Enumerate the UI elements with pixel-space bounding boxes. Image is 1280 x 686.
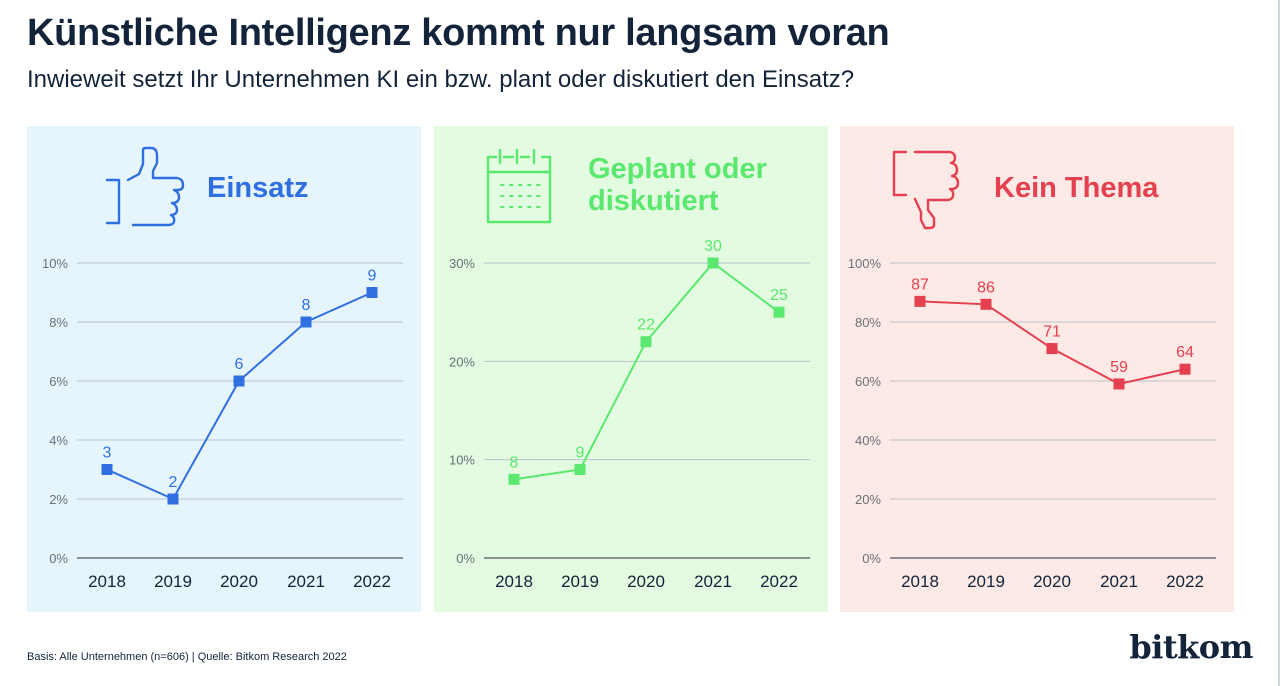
data-point <box>300 316 312 328</box>
data-labels: 8 9 22 30 25 <box>510 238 788 471</box>
chart-geplant: 0% 10% 20% 30% 2018 2019 2020 2021 2022 8 9 22 30 2… <box>434 126 828 612</box>
data-point <box>1046 343 1058 355</box>
data-label: 6 <box>235 356 244 373</box>
data-point <box>1179 363 1191 375</box>
data-label: 8 <box>510 454 519 471</box>
y-axis: 0% 20% 40% 60% 80% 100% <box>848 256 882 566</box>
x-tick-label: 2020 <box>220 572 258 591</box>
x-tick-label: 2019 <box>967 572 1005 591</box>
data-label: 9 <box>368 268 377 285</box>
data-labels: 3 2 6 8 9 <box>103 268 377 492</box>
bitkom-logo: bitkom <box>1129 628 1253 666</box>
chart-einsatz: 0% 2% 4% 6% 8% 10% 2018 2019 2020 2021 2022 3 2 6 8 9 <box>27 126 421 612</box>
chart-kein-thema: 0%20%40%60%80%100% 2018 2019 2020 2021 2022 … <box>840 126 1234 612</box>
y-tick-label: 6% <box>49 374 68 389</box>
data-markers <box>508 257 785 485</box>
data-point <box>233 375 245 387</box>
thumbs-up-icon <box>105 146 185 227</box>
panel-title-text: Einsatz <box>207 172 309 204</box>
x-tick-label: 2018 <box>901 572 939 591</box>
y-tick-label: 0% <box>456 551 475 566</box>
data-markers <box>101 287 378 505</box>
thumbs-down-icon <box>892 150 960 230</box>
panel-title-text: Kein Thema <box>994 172 1159 204</box>
chart-panel-geplant: 0% 10% 20% 30% 2018 2019 2020 2021 2022 8 9 22 30 2… <box>434 126 828 612</box>
data-markers <box>914 295 1191 390</box>
y-tick-label: 0% <box>862 551 881 566</box>
y-tick-label: 20% <box>855 492 881 507</box>
x-tick-label: 2022 <box>760 572 798 591</box>
grid <box>890 262 1216 559</box>
data-label: 64 <box>1176 344 1194 361</box>
y-axis: 0% 10% 20% 30% <box>449 256 475 566</box>
y-tick-label: 40% <box>855 433 881 448</box>
y-tick-label: 0% <box>49 551 68 566</box>
x-tick-label: 2020 <box>627 572 665 591</box>
y-tick-label: 80% <box>855 315 881 330</box>
x-tick-label: 2018 <box>495 572 533 591</box>
data-label: 3 <box>103 445 112 462</box>
data-label: 71 <box>1043 324 1061 341</box>
y-tick-label: 100% <box>848 256 882 271</box>
y-tick-label: 20% <box>449 354 475 369</box>
y-tick-label: 8% <box>49 315 68 330</box>
grid <box>484 262 810 559</box>
x-tick-label: 2018 <box>88 572 126 591</box>
source-footnote: Basis: Alle Unternehmen (n=606) | Quelle… <box>27 651 347 663</box>
x-tick-label: 2022 <box>353 572 391 591</box>
panel-title: Einsatz <box>207 172 309 204</box>
data-point <box>914 295 926 307</box>
x-tick-label: 2021 <box>1100 572 1138 591</box>
x-axis: 2018 2019 2020 2021 2022 <box>495 572 798 591</box>
panel-title-line-2: diskutiert <box>588 185 719 217</box>
x-tick-label: 2020 <box>1033 572 1071 591</box>
panel-background <box>27 126 421 612</box>
panel-title: Geplant oder diskutiert <box>588 153 767 217</box>
y-tick-label: 30% <box>449 256 475 271</box>
frame-border <box>1278 0 1280 686</box>
data-label: 22 <box>637 317 655 334</box>
data-label: 25 <box>770 287 788 304</box>
x-tick-label: 2021 <box>287 572 325 591</box>
panel-title-line-1: Geplant oder <box>588 153 767 185</box>
x-tick-label: 2022 <box>1166 572 1204 591</box>
data-point <box>980 298 992 310</box>
y-tick-label: 10% <box>42 256 68 271</box>
data-label: 30 <box>704 238 722 255</box>
panel-background <box>840 126 1234 612</box>
data-labels: 87 86 71 59 64 <box>911 276 1194 376</box>
data-label: 59 <box>1110 359 1128 376</box>
x-axis: 2018 2019 2020 2021 2022 <box>901 572 1204 591</box>
data-point <box>773 306 785 318</box>
chart-panel-kein-thema: 0% 20% 40% 60% 80% 100% 2018 2019 2020 2021 2022 … <box>840 126 1234 612</box>
x-tick-label: 2019 <box>561 572 599 591</box>
data-label: 2 <box>169 474 178 491</box>
data-label: 8 <box>302 297 311 314</box>
data-point <box>101 464 113 475</box>
data-label: 87 <box>911 276 929 293</box>
data-point <box>707 257 719 269</box>
data-label: 86 <box>977 279 995 296</box>
page-subtitle: Inwieweit setzt Ihr Unternehmen KI ein b… <box>27 66 855 93</box>
x-tick-label: 2019 <box>154 572 192 591</box>
calendar-icon <box>486 148 552 224</box>
y-tick-label: 60% <box>855 374 881 389</box>
page-title: Künstliche Intelligenz kommt nur langsam… <box>27 12 890 54</box>
y-tick-label: 4% <box>49 433 68 448</box>
data-point <box>574 464 586 475</box>
y-axis: 0% 2% 4% 6% 8% 10% <box>42 256 68 566</box>
data-point <box>508 473 520 485</box>
data-point <box>366 287 378 298</box>
x-tick-label: 2021 <box>694 572 732 591</box>
y-tick-label: 2% <box>49 492 68 507</box>
data-label: 9 <box>576 445 585 462</box>
data-point <box>640 336 652 348</box>
panel-title: Kein Thema <box>994 172 1158 204</box>
data-point <box>1113 378 1125 390</box>
y-tick-label: 10% <box>449 453 475 468</box>
x-axis: 2018 2019 2020 2021 2022 <box>88 572 391 591</box>
data-point <box>167 493 179 505</box>
chart-panel-einsatz: 0% 2% 4% 6% 8% 10% 2018 2019 2020 2021 2022 3 2 6 8 9… <box>27 126 421 612</box>
